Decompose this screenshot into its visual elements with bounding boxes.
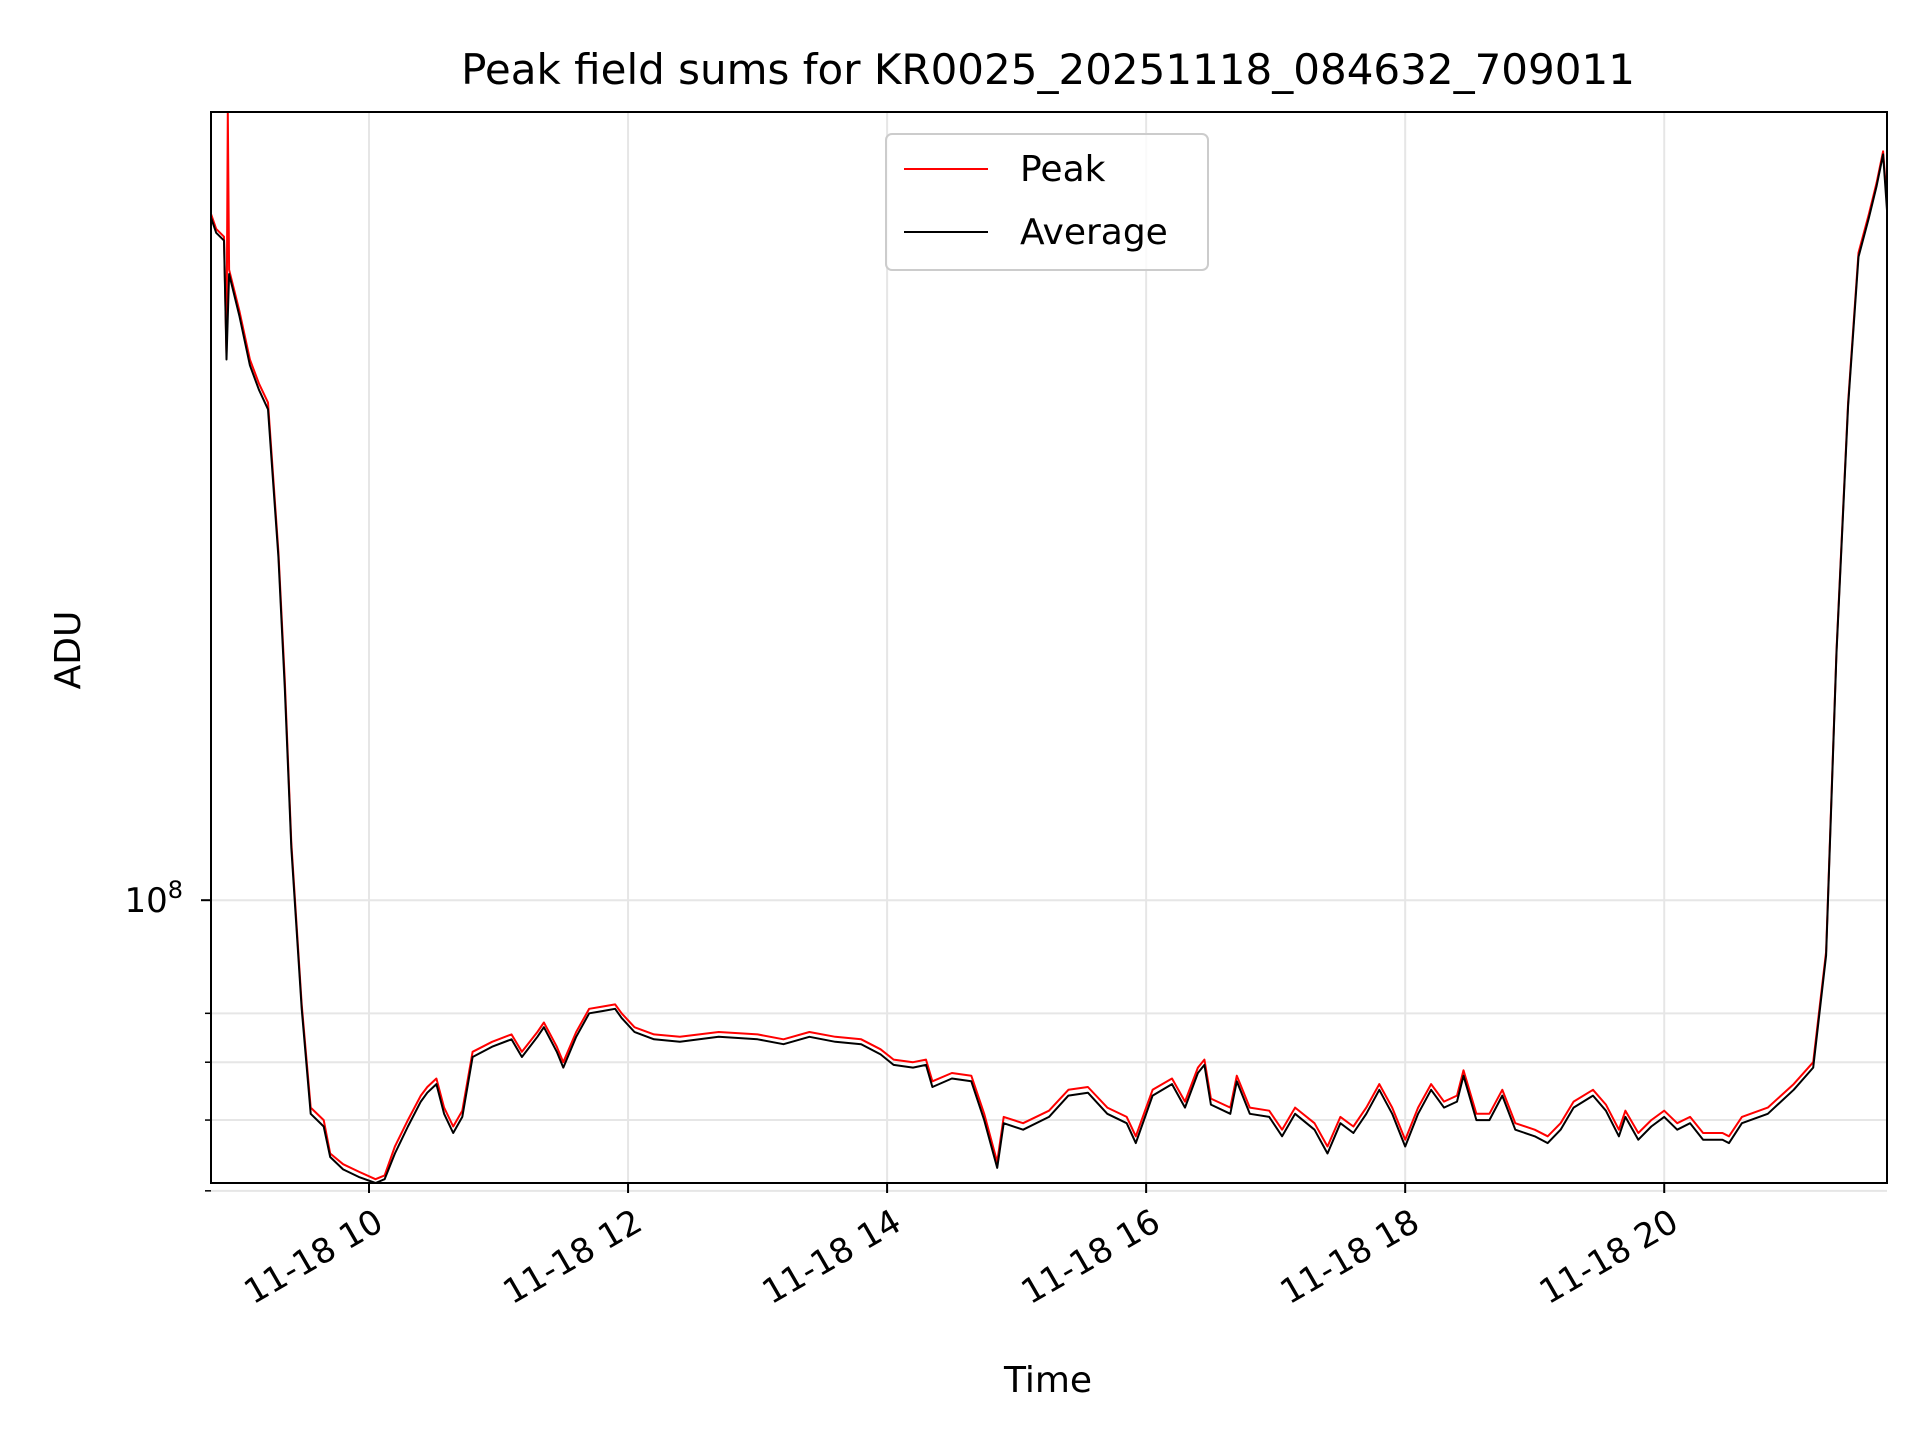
y-tick-label: 108 [124,876,183,921]
plot-frame [210,111,1888,1184]
series-line-peak [211,112,1887,1181]
legend-average-label: Average [1020,212,1168,253]
x-axis-label: Time [1003,1360,1092,1401]
legend-peak-label: Peak [1020,149,1106,190]
series-line-average [211,153,1887,1183]
y-axis-label: ADU [48,611,89,690]
legend: Peak Average [885,133,1209,271]
series-lines [211,112,1887,1183]
grid [211,112,1887,1192]
chart-title: Peak field sums for KR0025_20251118_0846… [461,45,1635,94]
